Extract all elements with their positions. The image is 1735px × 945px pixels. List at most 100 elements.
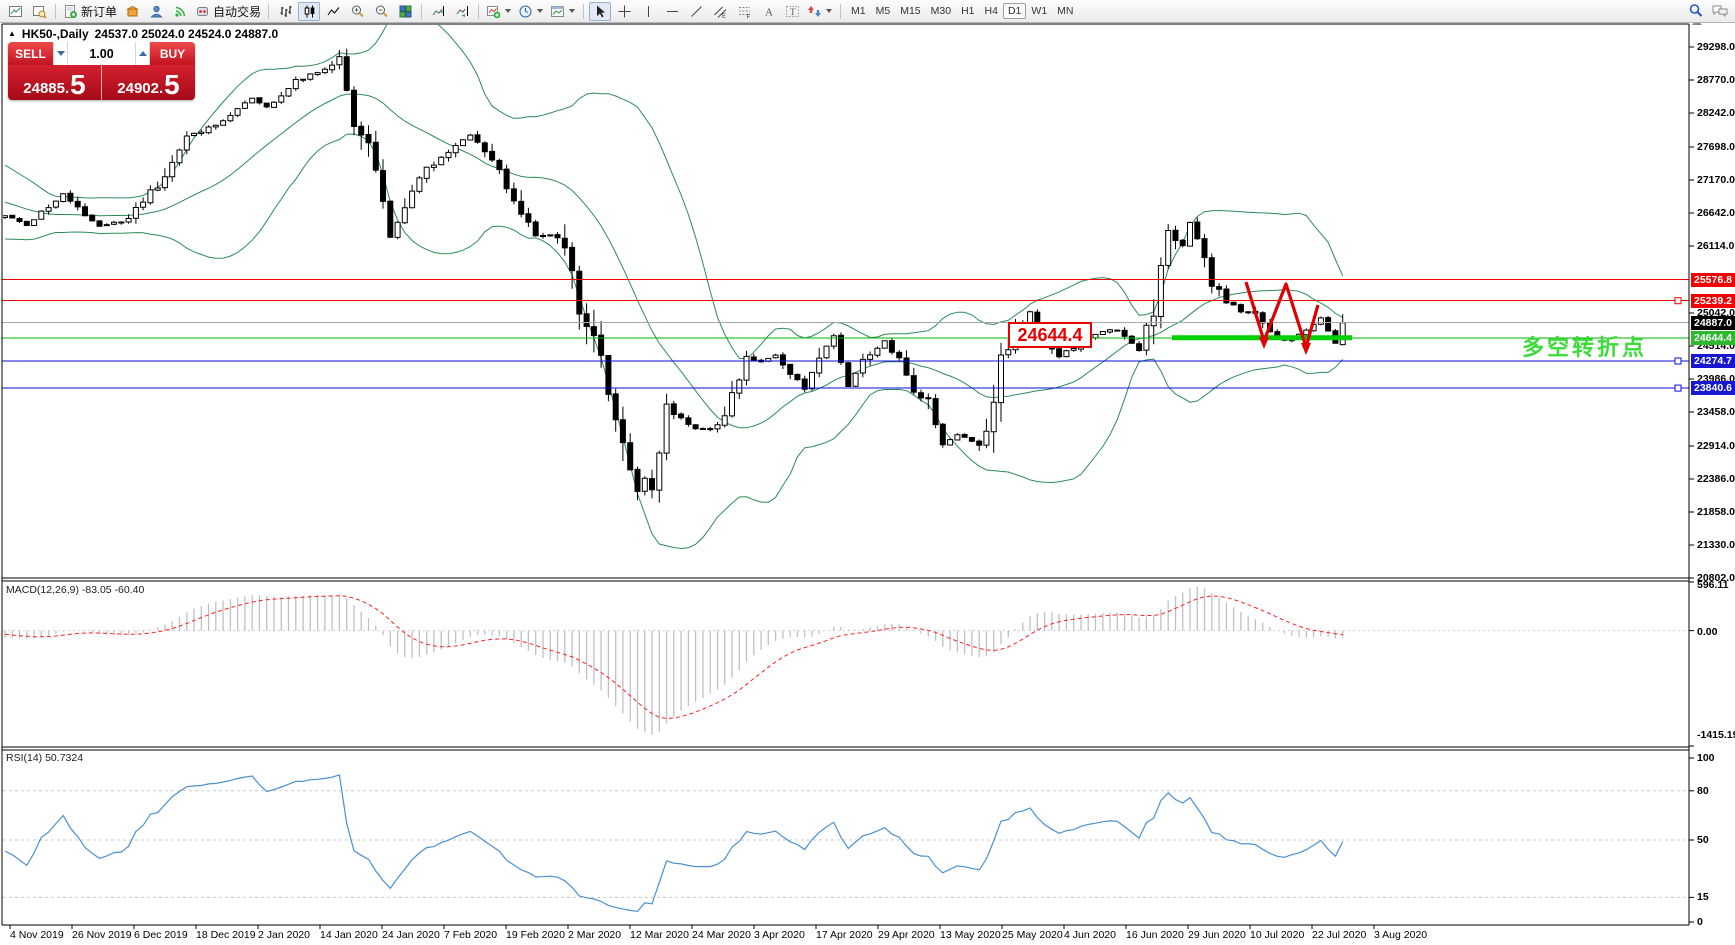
svg-text:T: T xyxy=(790,7,796,17)
bollinger-upper-band xyxy=(4,25,1344,360)
chevron-down-icon[interactable] xyxy=(826,9,833,13)
tile-windows-button[interactable] xyxy=(394,2,416,21)
fibonacci-tool-button[interactable]: F xyxy=(733,2,755,21)
zoom-in-button[interactable] xyxy=(346,2,368,21)
timeframe-mn[interactable]: MN xyxy=(1057,5,1074,17)
zoom-out-icon xyxy=(375,5,388,17)
search-button[interactable] xyxy=(1685,2,1707,21)
line-handle[interactable] xyxy=(1674,357,1682,365)
macd-signal-line xyxy=(4,595,1343,720)
crosshair-tool-button[interactable] xyxy=(613,2,635,21)
channel-tool-button[interactable]: E xyxy=(709,2,731,21)
date-label: 26 Nov 2019 xyxy=(72,929,132,941)
chart-ohlc-values: 24537.0 25024.0 24524.0 24887.0 xyxy=(94,27,279,41)
timeframe-h4[interactable]: H4 xyxy=(984,5,998,17)
chevron-down-icon[interactable] xyxy=(537,9,544,13)
date-label: 10 Jul 2020 xyxy=(1250,929,1305,941)
text-tool-button[interactable]: A xyxy=(757,2,779,21)
date-label: 25 May 2020 xyxy=(1002,929,1063,941)
signal-icon xyxy=(174,6,185,17)
chart-shift-button[interactable] xyxy=(451,2,473,21)
price-tick-label: 22914.0 xyxy=(1697,440,1735,452)
vertical-line-tool-button[interactable] xyxy=(637,2,659,21)
timeframe-m15[interactable]: M15 xyxy=(900,5,921,17)
zoom-out-button[interactable] xyxy=(370,2,392,21)
autotrade-button[interactable]: 自动交易 xyxy=(193,2,263,21)
sell-price[interactable]: 24885. 5 xyxy=(8,65,102,100)
new-chart-button[interactable] xyxy=(4,2,26,21)
bar-chart-mode-button[interactable] xyxy=(274,2,296,21)
sell-price-big-digit: 5 xyxy=(70,69,86,100)
macd-panel xyxy=(3,587,1688,735)
tile-windows-icon xyxy=(399,5,412,17)
volume-input[interactable] xyxy=(68,42,135,65)
date-label: 7 Feb 2020 xyxy=(444,929,498,941)
price-note-box[interactable]: 24644.4 xyxy=(1008,322,1092,348)
volume-field-wrap xyxy=(68,42,135,65)
bull-candles xyxy=(3,56,1346,492)
date-label: 12 Mar 2020 xyxy=(630,929,689,941)
templates-button[interactable] xyxy=(548,2,578,21)
toolbar-separator xyxy=(583,3,585,19)
chevron-down-icon[interactable] xyxy=(569,9,576,13)
timeframe-h1[interactable]: H1 xyxy=(961,5,975,17)
date-label: 16 Jun 2020 xyxy=(1126,929,1184,941)
autoscroll-button[interactable] xyxy=(427,2,449,21)
search-icon xyxy=(1689,4,1703,17)
pivot-point-text[interactable]: 多空转折点 xyxy=(1522,335,1648,360)
trendline-tool-button[interactable] xyxy=(685,2,707,21)
arrows-tool-button[interactable] xyxy=(805,2,835,21)
line-handle[interactable] xyxy=(1674,384,1682,392)
line-chart-mode-button[interactable] xyxy=(322,2,344,21)
text-label-tool-button[interactable]: T xyxy=(781,2,803,21)
periods-button[interactable] xyxy=(516,2,546,21)
buy-price-main: 24902. xyxy=(117,80,164,98)
timeframe-m1[interactable]: M1 xyxy=(851,5,866,17)
sell-button[interactable]: SELL xyxy=(8,42,53,65)
volume-increase-button[interactable] xyxy=(135,42,150,65)
down-arrowhead-icon xyxy=(1259,337,1269,349)
svg-text:A: A xyxy=(765,6,773,18)
sell-price-main: 24885. xyxy=(23,80,70,98)
chat-button[interactable] xyxy=(1709,2,1731,21)
date-label: 4 Jun 2020 xyxy=(1064,929,1116,941)
new-order-button[interactable]: 新订单 xyxy=(61,2,119,21)
date-label: 17 Apr 2020 xyxy=(816,929,873,941)
new-order-icon xyxy=(65,4,77,18)
timeframe-d1[interactable]: D1 xyxy=(1002,3,1027,19)
community-button[interactable] xyxy=(145,2,167,21)
horizontal-line-icon xyxy=(666,10,678,12)
timeframe-m5[interactable]: M5 xyxy=(875,5,891,17)
profiles-button[interactable] xyxy=(28,2,50,21)
signals-button[interactable] xyxy=(169,2,191,21)
market-depth-button[interactable] xyxy=(121,2,143,21)
price-tick-label: 23458.0 xyxy=(1697,406,1735,418)
candle-chart-mode-button[interactable] xyxy=(298,1,321,21)
buy-button[interactable]: BUY xyxy=(150,42,195,65)
svg-text:F: F xyxy=(746,14,750,19)
cursor-tool-button[interactable] xyxy=(589,1,612,21)
date-label: 6 Dec 2019 xyxy=(134,929,188,941)
timeframe-m30[interactable]: M30 xyxy=(930,5,952,17)
horizontal-line-tool-button[interactable] xyxy=(661,2,683,21)
price-tick-label: 21330.0 xyxy=(1697,539,1735,551)
rsi-axis-label: 50 xyxy=(1697,834,1709,846)
line-handle[interactable] xyxy=(1674,297,1682,305)
bar-chart-icon xyxy=(280,5,292,17)
clock-icon xyxy=(519,5,532,17)
timeframe-w1[interactable]: W1 xyxy=(1031,5,1048,17)
volume-decrease-button[interactable] xyxy=(53,42,68,65)
rsi-axis-label: 15 xyxy=(1697,891,1709,904)
main-toolbar: 新订单 自动交易 xyxy=(0,0,1735,23)
zigzag-arrows[interactable] xyxy=(1244,281,1320,349)
trade-panel-prices: 24885. 5 24902. 5 xyxy=(8,65,195,100)
add-indicator-button[interactable] xyxy=(484,2,514,21)
chevron-down-icon[interactable] xyxy=(505,9,512,13)
cursor-icon xyxy=(596,5,605,17)
crosshair-icon xyxy=(618,5,631,17)
new-order-label: 新订单 xyxy=(81,4,118,19)
price-line-label-24644.4: 24644.4 xyxy=(1691,330,1735,345)
buy-price[interactable]: 24902. 5 xyxy=(102,65,195,100)
